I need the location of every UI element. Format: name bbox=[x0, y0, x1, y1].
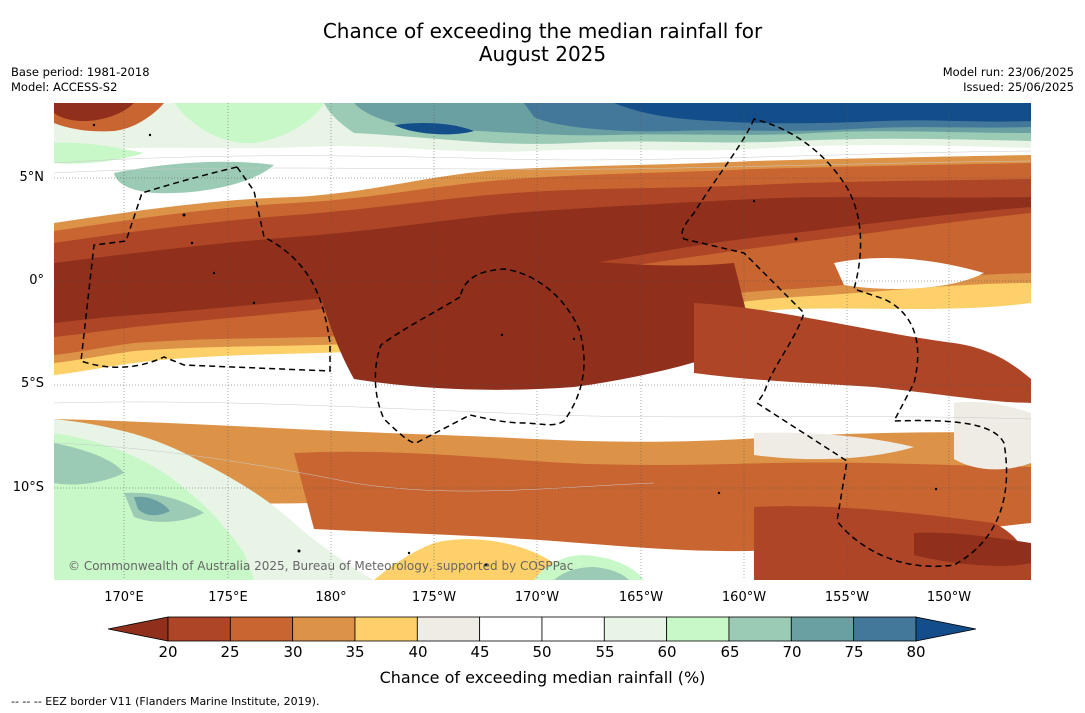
colorbar-tick-80: 80 bbox=[906, 643, 926, 661]
colorbar-segment bbox=[292, 616, 356, 642]
colorbar-segment bbox=[229, 616, 294, 642]
eez-legend-note: -- -- -- EEZ border V11 (Flanders Marine… bbox=[11, 695, 320, 708]
colorbar-label: Chance of exceeding median rainfall (%) bbox=[379, 668, 706, 687]
meta-left: Base period: 1981-2018 Model: ACCESS-S2 bbox=[11, 65, 150, 95]
lon-label-170e: 170°E bbox=[104, 590, 144, 605]
colorbar-segment bbox=[603, 616, 668, 642]
contour-lines bbox=[54, 150, 1031, 492]
meta-right: Model run: 23/06/2025 Issued: 25/06/2025 bbox=[943, 65, 1074, 95]
colorbar-tick-45: 45 bbox=[470, 643, 490, 661]
region-north-green bbox=[174, 103, 324, 144]
colorbar-tick-30: 30 bbox=[283, 643, 303, 661]
base-period: Base period: 1981-2018 bbox=[11, 65, 150, 79]
issued-date: Issued: 25/06/2025 bbox=[963, 80, 1074, 94]
colorbar-tick-65: 65 bbox=[720, 643, 740, 661]
rainfall-map bbox=[54, 103, 1031, 580]
lon-label-180: 180° bbox=[315, 590, 347, 605]
region-s-yellow bbox=[374, 539, 574, 580]
lon-label-160w: 160°W bbox=[721, 590, 767, 605]
region-south-white bbox=[54, 381, 1031, 442]
lon-label-175w: 175°W bbox=[411, 590, 457, 605]
region-blue-patch bbox=[394, 123, 474, 135]
copyright-notice: © Commonwealth of Australia 2025, Bureau… bbox=[68, 559, 574, 573]
lon-label-150w: 150°W bbox=[926, 590, 972, 605]
lon-label-175e: 175°E bbox=[208, 590, 248, 605]
lat-label-0: 0° bbox=[29, 273, 44, 288]
eez-line-islands bbox=[681, 118, 1008, 567]
colorbar-segment bbox=[728, 616, 792, 642]
eez-kiribati-gilbert bbox=[80, 166, 331, 372]
region-sw-teal bbox=[54, 443, 124, 485]
colorbar-segment bbox=[666, 616, 730, 642]
region-s-teal bbox=[554, 567, 629, 580]
region-north-darkblue bbox=[614, 103, 1031, 124]
colorbar-tick-55: 55 bbox=[595, 643, 615, 661]
lat-label-5n: 5°N bbox=[19, 170, 45, 185]
region-se-darkred bbox=[914, 532, 1031, 566]
colorbar-segment bbox=[416, 616, 481, 642]
model-run: Model run: 23/06/2025 bbox=[942, 65, 1074, 79]
title-line-2: August 2025 bbox=[478, 42, 607, 66]
region-core-darkred bbox=[314, 257, 754, 390]
lat-label-5s: 5°S bbox=[20, 376, 44, 391]
colorbar-extend-low bbox=[108, 616, 169, 642]
islands bbox=[92, 123, 938, 567]
colorbar-tick-40: 40 bbox=[408, 643, 428, 661]
region-sw-darkteal bbox=[134, 496, 170, 516]
lon-label-170w: 170°W bbox=[514, 590, 560, 605]
graticule bbox=[54, 103, 1031, 580]
colorbar-segment bbox=[541, 616, 605, 642]
colorbar bbox=[108, 616, 977, 642]
colorbar-segments bbox=[108, 616, 977, 642]
region-east-grey bbox=[954, 401, 1031, 470]
title-line-1: Chance of exceeding the median rainfall … bbox=[322, 19, 763, 43]
colorbar-segment bbox=[354, 616, 418, 642]
region-south-white-2 bbox=[554, 395, 714, 416]
eez-tokelau bbox=[374, 268, 585, 444]
colorbar-tick-50: 50 bbox=[532, 643, 552, 661]
region-west-green bbox=[54, 142, 144, 164]
colorbar-extend-high bbox=[915, 616, 977, 642]
colorbar-tick-20: 20 bbox=[158, 643, 178, 661]
colorbar-segment bbox=[790, 616, 855, 642]
colorbar-tick-70: 70 bbox=[782, 643, 802, 661]
lon-label-155w: 155°W bbox=[824, 590, 870, 605]
colorbar-tick-35: 35 bbox=[345, 643, 365, 661]
region-nw-darkred bbox=[54, 103, 134, 121]
map-title: Chance of exceeding the median rainfall … bbox=[0, 20, 1085, 66]
lat-label-10s: 10°S bbox=[12, 480, 44, 495]
model-name: Model: ACCESS-S2 bbox=[11, 80, 118, 94]
eez-borders bbox=[80, 118, 1008, 567]
colorbar-tick-60: 60 bbox=[657, 643, 677, 661]
lon-label-165w: 165°W bbox=[618, 590, 664, 605]
colorbar-tick-75: 75 bbox=[844, 643, 864, 661]
map-svg bbox=[54, 103, 1031, 580]
region-east-white bbox=[834, 258, 984, 289]
colorbar-segment bbox=[167, 616, 231, 642]
colorbar-tick-25: 25 bbox=[220, 643, 240, 661]
region-south-grey bbox=[754, 432, 914, 460]
region-east-red bbox=[694, 303, 1031, 403]
colorbar-segment bbox=[853, 616, 917, 642]
colorbar-segment bbox=[479, 616, 543, 642]
